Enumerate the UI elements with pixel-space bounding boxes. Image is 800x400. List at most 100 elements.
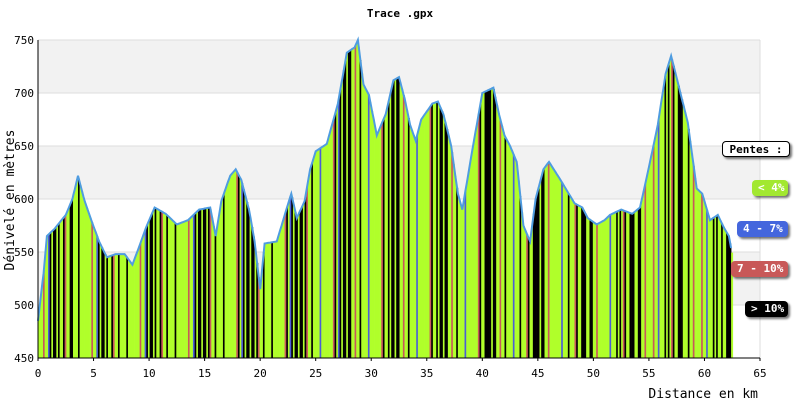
slope-stripe (641, 198, 644, 358)
slope-stripe (554, 171, 557, 358)
slope-stripe (467, 171, 470, 358)
slope-stripe (642, 191, 645, 358)
slope-stripe (561, 182, 564, 358)
legend-title: Pentes : (722, 141, 790, 157)
y-tick-labels: 450 500 550 600 650 700 750 (14, 34, 34, 365)
slope-stripe (567, 193, 570, 358)
slope-stripe (382, 118, 385, 358)
slope-stripe (494, 96, 497, 358)
slope-stripe (444, 122, 447, 359)
slope-stripe (266, 243, 269, 358)
slope-stripe (697, 190, 700, 358)
slope-stripe (72, 193, 75, 358)
slope-stripe (91, 222, 94, 358)
slope-stripe (541, 174, 544, 358)
slope-stripe (171, 219, 174, 358)
slope-stripe (82, 197, 85, 358)
slope-stripe (121, 254, 124, 358)
slope-stripe (304, 196, 307, 358)
slope-stripe (161, 211, 164, 358)
slope-stripe (587, 218, 590, 358)
slope-stripe (249, 217, 252, 358)
slope-stripe (102, 251, 105, 358)
slope-stripe (527, 238, 530, 358)
slope-stripe (54, 227, 57, 358)
slope-stripe (332, 118, 335, 359)
slope-stripe (57, 223, 60, 358)
slope-stripe (324, 144, 327, 358)
slope-stripe (651, 152, 654, 358)
slope-stripe (449, 142, 452, 358)
slope-stripe (562, 185, 565, 358)
slope-stripe (109, 256, 112, 358)
slope-stripe (507, 143, 510, 358)
slope-stripe (349, 50, 352, 358)
slope-stripe (239, 178, 242, 358)
slope-stripe (422, 115, 425, 358)
slope-stripe (224, 189, 227, 358)
slope-stripe (137, 247, 140, 358)
slope-stripe (531, 226, 534, 358)
slope-stripe (39, 299, 42, 358)
slope-stripe (179, 223, 182, 358)
slope-stripe (476, 123, 479, 359)
slope-stripe (48, 234, 50, 358)
legend-item-gt10: > 10% (745, 301, 788, 317)
slope-stripe (256, 262, 259, 358)
slope-stripe (662, 86, 665, 358)
slope-stripe (189, 217, 192, 358)
slope-stripe (132, 261, 135, 358)
slope-stripe (319, 148, 322, 358)
slope-stripe (252, 236, 255, 358)
slope-stripe (596, 224, 599, 358)
slope-stripe (327, 136, 330, 358)
y-tick-label: 650 (14, 140, 34, 153)
slope-stripe (496, 104, 499, 358)
slope-stripe (222, 193, 225, 358)
slope-stripe (389, 93, 392, 359)
slope-stripe (297, 213, 300, 358)
slope-stripe (184, 221, 187, 358)
slope-stripe (437, 103, 440, 358)
slope-stripe (501, 125, 504, 358)
slope-stripe (302, 202, 305, 358)
slope-stripe (459, 202, 462, 358)
slope-stripe (114, 254, 117, 358)
slope-stripe (277, 234, 280, 358)
slope-stripe (399, 82, 402, 359)
slope-stripe (346, 52, 349, 358)
slope-stripe (499, 119, 502, 358)
slope-stripe (666, 69, 669, 359)
slope-stripe (146, 224, 149, 358)
slope-stripe (424, 113, 427, 358)
slope-stripe (242, 189, 245, 358)
slope-stripe (442, 115, 445, 358)
x-tick-label: 35 (420, 367, 433, 380)
slope-stripe (117, 254, 120, 358)
slope-stripe (714, 216, 717, 358)
slope-stripe (232, 171, 235, 358)
slope-stripe (502, 132, 505, 358)
slope-stripe (546, 164, 549, 358)
slope-stripe (716, 215, 719, 358)
slope-stripe (334, 112, 337, 358)
slope-stripe (186, 220, 189, 358)
slope-stripe (684, 112, 687, 358)
slope-stripe (267, 242, 270, 358)
slope-stripe (484, 91, 487, 358)
slope-stripe (604, 219, 607, 358)
slope-stripe (469, 161, 472, 358)
slope-stripe (656, 128, 659, 358)
slope-stripe (471, 151, 474, 358)
x-tick-label: 45 (531, 367, 544, 380)
slope-stripe (577, 205, 580, 358)
slope-stripe (119, 254, 122, 358)
slope-stripe (609, 214, 612, 358)
slope-stripe (497, 112, 500, 359)
slope-stripe (176, 224, 179, 358)
slope-stripe (511, 150, 514, 358)
slope-stripe (329, 130, 332, 358)
slope-stripe (387, 100, 390, 359)
slope-stripe (359, 60, 362, 358)
slope-stripe (326, 142, 329, 358)
